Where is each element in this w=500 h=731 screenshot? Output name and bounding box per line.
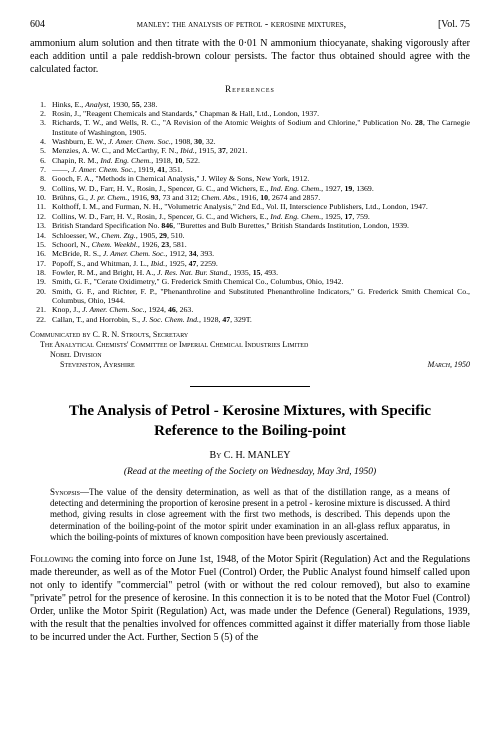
reference-item: 12.Collins, W. D., Farr, H. V., Rosin, J… <box>30 212 470 221</box>
reference-text: Knop, J., J. Amer. Chem. Soc., 1924, 46,… <box>52 305 470 314</box>
location: Stevenston, Ayrshire <box>60 360 135 370</box>
reference-text: ——, J. Amer. Chem. Soc., 1919, 41, 351. <box>52 165 470 174</box>
reference-text: Washburn, E. W., J. Amer. Chem. Soc., 19… <box>52 137 470 146</box>
reference-number: 14. <box>30 231 52 240</box>
reference-text: Fowler, R. M., and Bright, H. A., J. Res… <box>52 268 470 277</box>
reference-item: 19.Smith, G. F., "Cerate Oxidimetry," G.… <box>30 277 470 286</box>
reference-text: Kolthoff, I. M., and Furman, N. H., "Vol… <box>52 202 470 211</box>
reference-number: 21. <box>30 305 52 314</box>
page-header: 604 manley: the analysis of petrol - ker… <box>30 18 470 31</box>
reference-item: 9.Collins, W. D., Farr, H. V., Rosin, J.… <box>30 184 470 193</box>
reference-item: 8.Gooch, F. A., "Methods in Chemical Ana… <box>30 174 470 183</box>
reference-text: Smith, G. F., "Cerate Oxidimetry," G. Fr… <box>52 277 470 286</box>
reference-number: 5. <box>30 146 52 155</box>
byline: By C. H. MANLEY <box>30 449 470 462</box>
reference-item: 6.Chapin, R. M., Ind. Eng. Chem., 1918, … <box>30 156 470 165</box>
reference-item: 22.Callan, T., and Horrobin, S., J. Soc.… <box>30 315 470 324</box>
communicated-by: Communicated by C. R. N. Strouts, Secret… <box>30 330 470 340</box>
reference-number: 17. <box>30 259 52 268</box>
reference-item: 17.Popoff, S., and Whitman, J. L., Ibid.… <box>30 259 470 268</box>
reference-text: Rosin, J., "Reagent Chemicals and Standa… <box>52 109 470 118</box>
section-divider <box>190 386 310 387</box>
reference-text: Richards, T. W., and Wells, R. C., "A Re… <box>52 118 470 137</box>
reference-item: 5.Menzies, A. W. C., and McCarthy, F. N.… <box>30 146 470 155</box>
reference-number: 19. <box>30 277 52 286</box>
reference-item: 3.Richards, T. W., and Wells, R. C., "A … <box>30 118 470 137</box>
reference-item: 21.Knop, J., J. Amer. Chem. Soc., 1924, … <box>30 305 470 314</box>
reference-text: Collins, W. D., Farr, H. V., Rosin, J., … <box>52 212 470 221</box>
reference-text: Chapin, R. M., Ind. Eng. Chem., 1918, 10… <box>52 156 470 165</box>
reference-item: 10.Brühns, G., J. pr. Chem., 1916, 93, 7… <box>30 193 470 202</box>
reference-text: Callan, T., and Horrobin, S., J. Soc. Ch… <box>52 315 470 324</box>
article-title: The Analysis of Petrol - Kerosine Mixtur… <box>36 401 464 442</box>
reference-item: 14.Schloesser, W., Chem. Ztg., 1905, 29,… <box>30 231 470 240</box>
reference-number: 9. <box>30 184 52 193</box>
running-head: manley: the analysis of petrol - kerosin… <box>137 18 346 31</box>
reference-number: 16. <box>30 249 52 258</box>
references-list: 1.Hinks, E., Analyst, 1930, 55, 238.2.Ro… <box>30 100 470 324</box>
date: March, 1950 <box>428 360 470 370</box>
reference-item: 20.Smith, G. F., and Richter, F. P., "Ph… <box>30 287 470 306</box>
reference-text: Brühns, G., J. pr. Chem., 1916, 93, 73 a… <box>52 193 470 202</box>
continuation-paragraph: ammonium alum solution and then titrate … <box>30 37 470 76</box>
reference-number: 6. <box>30 156 52 165</box>
synopsis: Synopsis—The value of the density determ… <box>50 487 450 543</box>
reference-item: 16.McBride, R. S., J. Amer. Chem. Soc., … <box>30 249 470 258</box>
reference-number: 8. <box>30 174 52 183</box>
communicated-block: Communicated by C. R. N. Strouts, Secret… <box>30 330 470 370</box>
reference-text: Collins, W. D., Farr, H. V., Rosin, J., … <box>52 184 470 193</box>
main-paragraph: Following the coming into force on June … <box>30 553 470 644</box>
reference-number: 4. <box>30 137 52 146</box>
reference-number: 2. <box>30 109 52 118</box>
reference-number: 13. <box>30 221 52 230</box>
reference-text: British Standard Specification No. 846, … <box>52 221 470 230</box>
reference-text: Hinks, E., Analyst, 1930, 55, 238. <box>52 100 470 109</box>
reference-number: 1. <box>30 100 52 109</box>
page-number: 604 <box>30 18 45 31</box>
volume-label: [Vol. 75 <box>438 18 470 31</box>
reference-text: McBride, R. S., J. Amer. Chem. Soc., 191… <box>52 249 470 258</box>
committee-name: The Analytical Chemists' Committee of Im… <box>30 340 470 350</box>
read-at-line: (Read at the meeting of the Society on W… <box>30 466 470 478</box>
reference-item: 18.Fowler, R. M., and Bright, H. A., J. … <box>30 268 470 277</box>
reference-number: 12. <box>30 212 52 221</box>
reference-number: 15. <box>30 240 52 249</box>
reference-number: 18. <box>30 268 52 277</box>
reference-item: 13.British Standard Specification No. 84… <box>30 221 470 230</box>
reference-number: 3. <box>30 118 52 137</box>
reference-text: Smith, G. F., and Richter, F. P., "Phena… <box>52 287 470 306</box>
reference-item: 7.——, J. Amer. Chem. Soc., 1919, 41, 351… <box>30 165 470 174</box>
page: 604 manley: the analysis of petrol - ker… <box>0 0 500 674</box>
reference-item: 2.Rosin, J., "Reagent Chemicals and Stan… <box>30 109 470 118</box>
reference-number: 11. <box>30 202 52 211</box>
reference-item: 11.Kolthoff, I. M., and Furman, N. H., "… <box>30 202 470 211</box>
reference-number: 7. <box>30 165 52 174</box>
references-heading: References <box>30 84 470 96</box>
reference-text: Menzies, A. W. C., and McCarthy, F. N., … <box>52 146 470 155</box>
reference-number: 10. <box>30 193 52 202</box>
reference-number: 20. <box>30 287 52 306</box>
reference-text: Schloesser, W., Chem. Ztg., 1905, 29, 51… <box>52 231 470 240</box>
reference-text: Schoorl, N., Chem. Weekbl., 1926, 23, 58… <box>52 240 470 249</box>
reference-number: 22. <box>30 315 52 324</box>
reference-item: 1.Hinks, E., Analyst, 1930, 55, 238. <box>30 100 470 109</box>
division-name: Nobel Division <box>30 350 470 360</box>
reference-text: Popoff, S., and Whitman, J. L., Ibid., 1… <box>52 259 470 268</box>
reference-text: Gooch, F. A., "Methods in Chemical Analy… <box>52 174 470 183</box>
reference-item: 15.Schoorl, N., Chem. Weekbl., 1926, 23,… <box>30 240 470 249</box>
reference-item: 4.Washburn, E. W., J. Amer. Chem. Soc., … <box>30 137 470 146</box>
